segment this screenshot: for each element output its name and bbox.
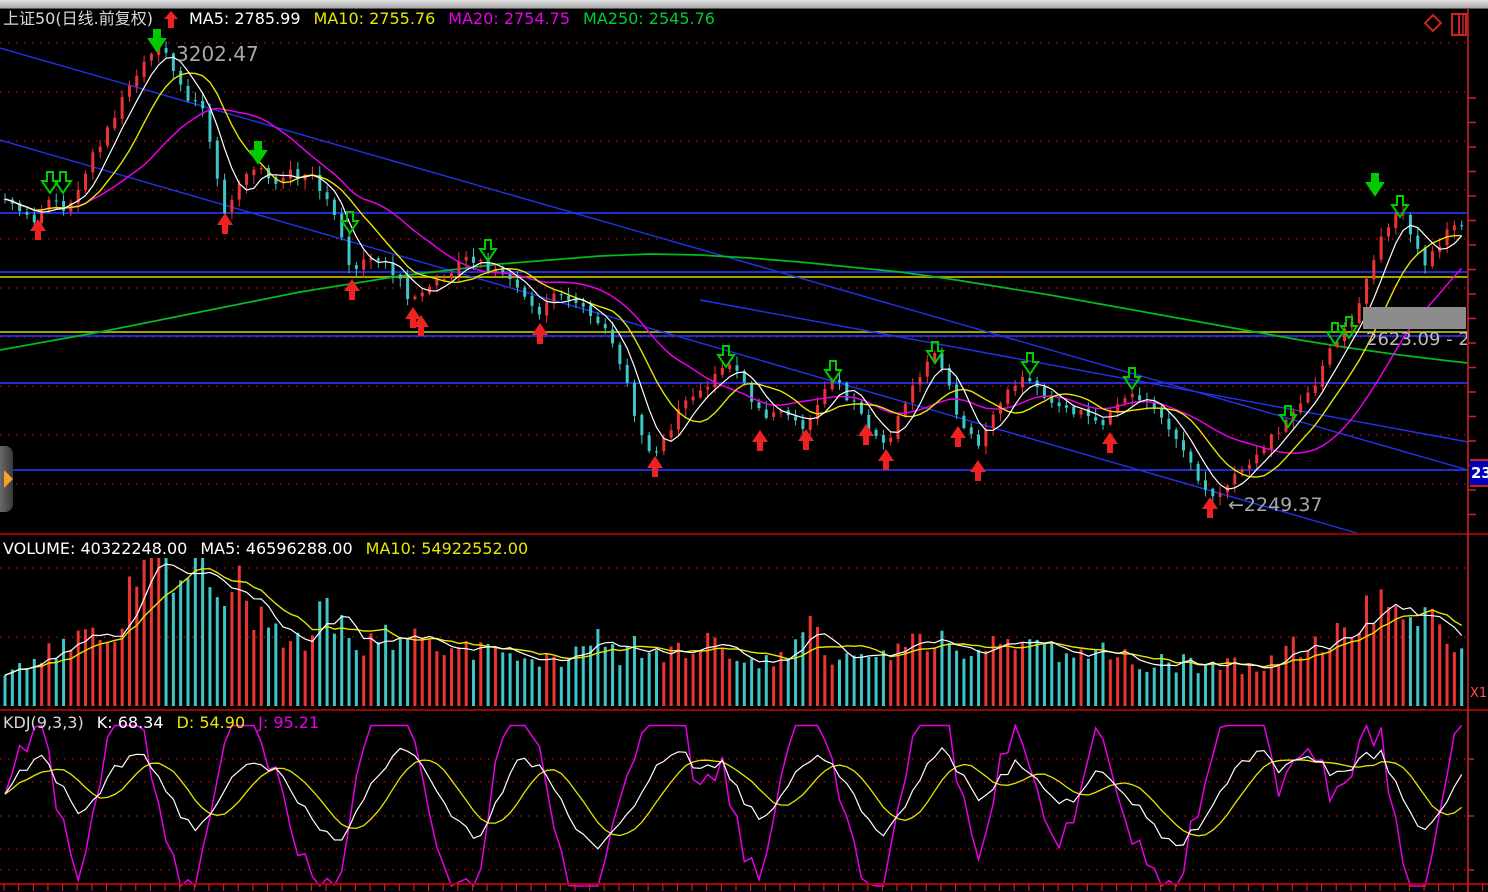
volume-ma5-value: MA5: 46596288.00 bbox=[200, 539, 353, 558]
volume-scale-label: X1 bbox=[1470, 686, 1488, 701]
kdj-title[interactable]: KDJ(9,3,3) bbox=[3, 713, 84, 732]
axis-price-badge: 23 bbox=[1470, 459, 1488, 487]
window-layout-icon[interactable] bbox=[1451, 13, 1467, 36]
ma20-value: MA20: 2754.75 bbox=[448, 9, 571, 28]
corner-icons bbox=[1424, 13, 1467, 36]
kdj-k-value: K: 68.34 bbox=[96, 713, 164, 732]
top-toolbar-edge bbox=[0, 0, 1488, 9]
ma10-value: MA10: 2755.76 bbox=[313, 9, 436, 28]
panel-expand-handle[interactable] bbox=[0, 446, 13, 512]
up-arrow-icon bbox=[163, 10, 178, 28]
high-price-label: 3202.47 bbox=[176, 42, 259, 66]
kdj-header: KDJ(9,3,3) K: 68.34 D: 54.90 J: 95.21 bbox=[3, 714, 319, 732]
volume-header: VOLUME: 40322248.00 MA5: 46596288.00 MA1… bbox=[3, 540, 528, 558]
volume-ma10-value: MA10: 54922552.00 bbox=[365, 539, 529, 558]
ma5-value: MA5: 2785.99 bbox=[188, 9, 301, 28]
diamond-icon[interactable] bbox=[1424, 13, 1442, 33]
ma250-value: MA250: 2545.76 bbox=[583, 9, 715, 28]
expand-arrow-icon bbox=[3, 470, 13, 488]
kdj-j-value: J: 95.21 bbox=[258, 713, 320, 732]
kdj-d-value: D: 54.90 bbox=[176, 713, 246, 732]
volume-value: VOLUME: 40322248.00 bbox=[3, 539, 188, 558]
selection-highlight bbox=[1363, 307, 1466, 329]
main-chart-header: 上证50(日线.前复权) MA5: 2785.99 MA10: 2755.76 … bbox=[3, 10, 715, 28]
symbol-title[interactable]: 上证50(日线.前复权) bbox=[3, 9, 153, 28]
low-price-label: ←2249.37 bbox=[1228, 494, 1323, 516]
price-range-label: 2623.09 - 26 bbox=[1366, 329, 1467, 350]
